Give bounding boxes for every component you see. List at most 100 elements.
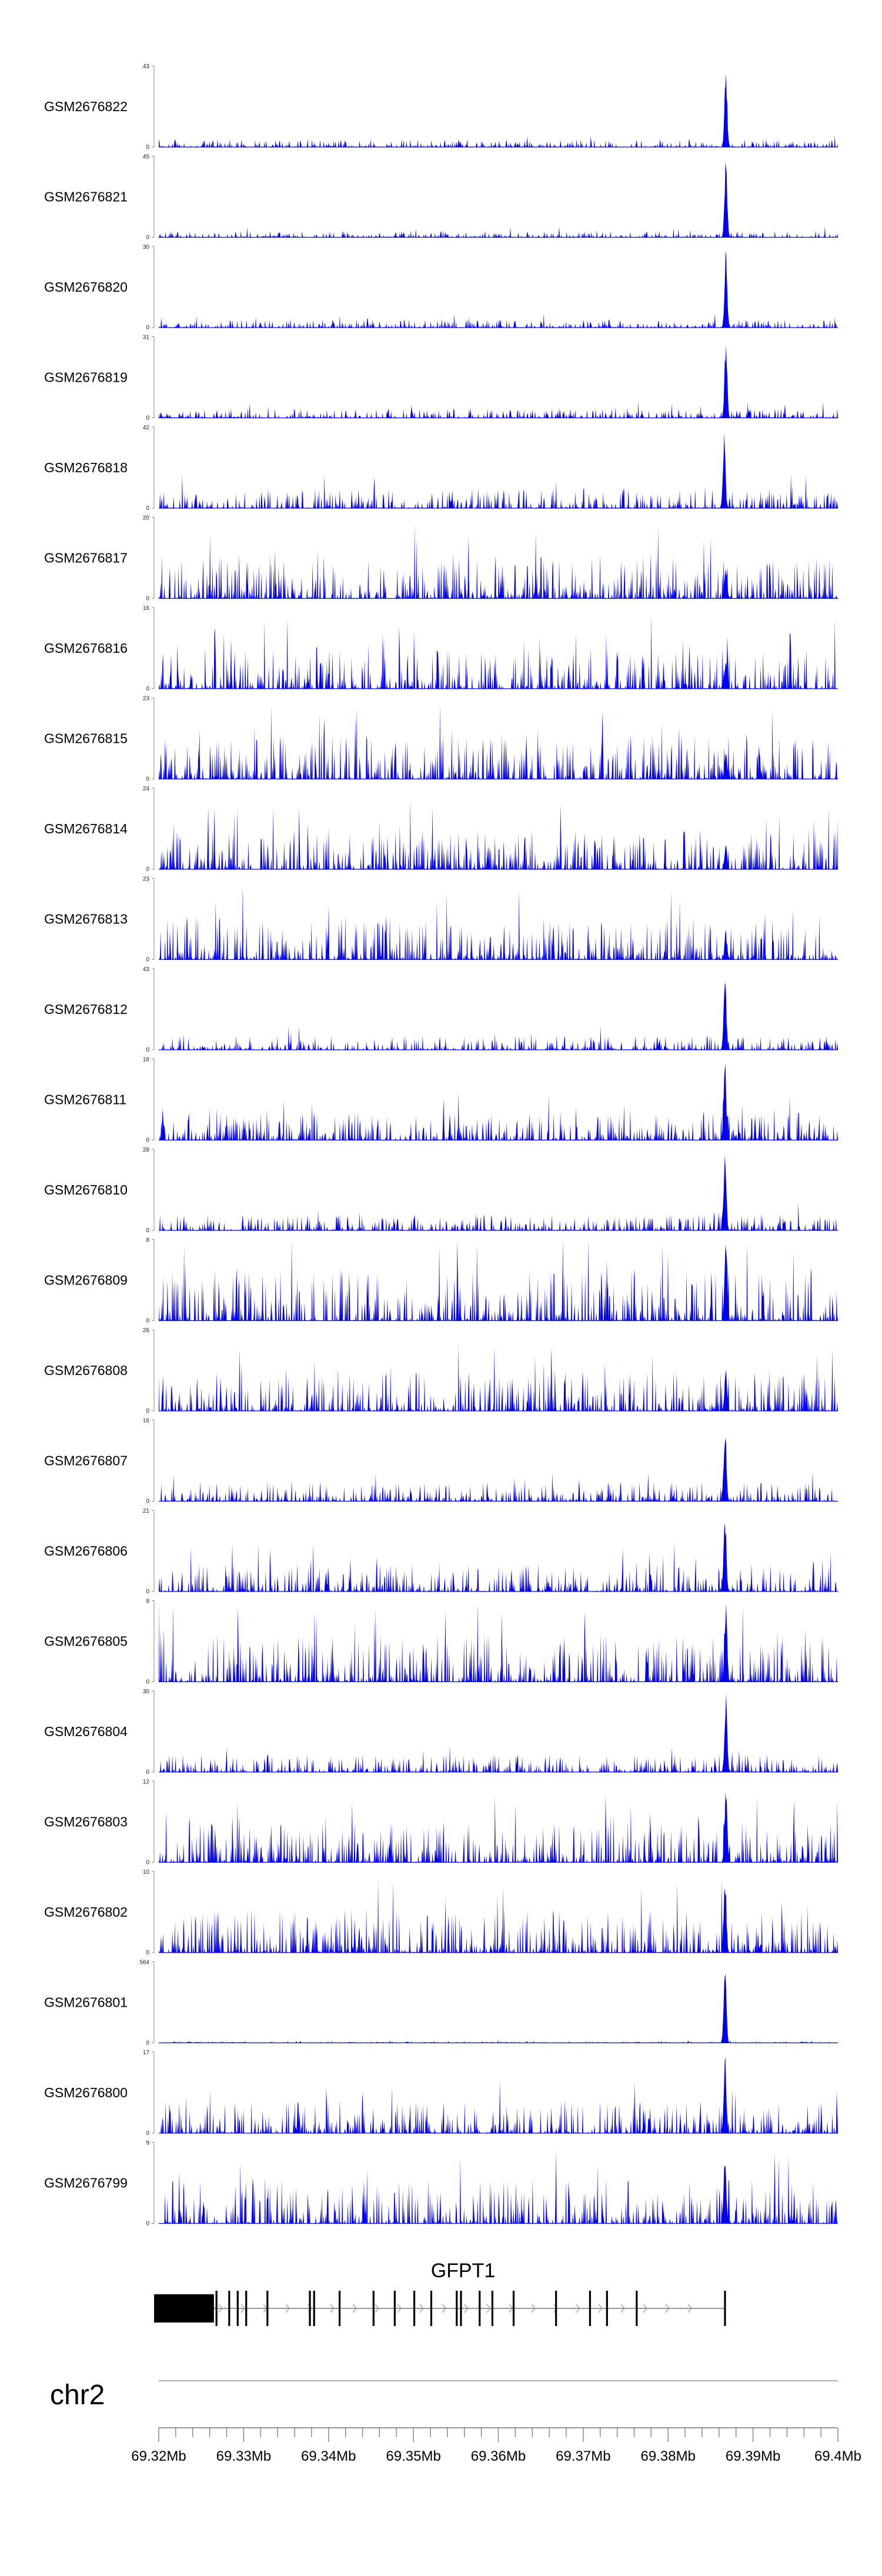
track-label: GSM2676802 [44,1904,128,1920]
track-label: GSM2676805 [44,1634,128,1649]
track-GSM2676799: GSM2676799 9 0 [44,2140,838,2227]
coverage-area [159,982,838,1050]
coverage-area [159,1693,838,1772]
track-GSM2676821: GSM2676821 45 0 [44,154,838,241]
track-GSM2676815: GSM2676815 23 0 [44,696,838,783]
gene-exon [393,2291,396,2326]
coverage-tracks: GSM2676822430GSM2676821450GSM2676820300G… [44,64,838,2227]
track-label: GSM2676803 [44,1814,128,1830]
track-GSM2676814: GSM2676814 24 0 [44,786,838,873]
tick-label: 69.34Mb [301,2448,356,2464]
track-label: GSM2676817 [44,550,128,566]
strand-chevron [643,2304,647,2313]
track-label: GSM2676812 [44,1002,128,1017]
y-min-label: 0 [146,1860,149,1866]
track-GSM2676809: GSM2676809 8 0 [44,1237,838,1324]
y-max-label: 26 [143,1327,150,1334]
track-GSM2676812: GSM2676812 43 0 [44,966,838,1053]
track-label: GSM2676822 [44,99,128,114]
gene-utr-block [154,2294,214,2323]
coverage-area [159,2150,838,2224]
track-GSM2676803: GSM2676803 12 0 [44,1779,838,1866]
y-max-label: 43 [143,64,150,70]
strand-chevron [486,2304,491,2313]
y-max-label: 12 [143,1779,150,1786]
y-min-label: 0 [146,1408,149,1414]
gene-exon [589,2291,592,2326]
track-label: GSM2676799 [44,2175,128,2191]
gene-exon [236,2291,239,2326]
gene-exon [479,2291,481,2326]
track-GSM2676813: GSM2676813 23 0 [44,876,838,963]
coverage-area [159,886,838,960]
gene-exon [636,2291,638,2326]
tick-label: 69.33Mb [216,2448,271,2464]
track-label: GSM2676818 [44,460,128,475]
track-label: GSM2676819 [44,370,128,385]
strand-chevron [665,2304,670,2313]
strand-chevron [576,2304,580,2313]
track-GSM2676810: GSM2676810 28 0 [44,1147,838,1234]
gene-exon [372,2291,375,2326]
genome-axis: chr2 69.32Mb 69.33Mb 69.34Mb 69.35Mb 69.36Mb… [50,2380,861,2464]
track-GSM2676822: GSM2676822 43 0 [44,64,838,151]
coverage-area [159,74,838,147]
y-min-label: 0 [146,866,149,873]
track-GSM2676808: GSM2676808 26 0 [44,1327,838,1414]
gene-exon [724,2291,726,2326]
track-label: GSM2676806 [44,1543,128,1559]
y-max-label: 30 [143,1689,150,1695]
tick-label: 69.39Mb [726,2448,780,2464]
strand-chevron [598,2304,603,2313]
strand-chevron [464,2304,469,2313]
strand-chevron [285,2304,290,2313]
y-max-label: 31 [143,335,150,341]
gene-exon [491,2291,493,2326]
coverage-area [159,1973,838,2043]
y-min-label: 0 [146,1679,149,1686]
track-GSM2676806: GSM2676806 21 0 [44,1508,838,1595]
strand-chevron [352,2304,357,2313]
y-max-label: 16 [143,605,150,612]
track-GSM2676807: GSM2676807 16 0 [44,1418,838,1505]
y-max-label: 16 [143,1418,150,1424]
coverage-area [159,1239,838,1321]
track-GSM2676818: GSM2676818 42 0 [44,425,838,512]
coverage-area [159,1344,838,1411]
y-min-label: 0 [146,144,149,151]
y-max-label: 23 [143,876,150,883]
y-min-label: 0 [146,1137,149,1144]
y-max-label: 21 [143,1508,150,1514]
y-min-label: 0 [146,1499,149,1505]
coverage-area [159,161,838,238]
gene-exon [309,2291,311,2326]
y-min-label: 0 [146,1318,149,1324]
y-max-label: 8 [146,1237,149,1244]
coverage-area [159,1437,838,1501]
tick-label: 69.32Mb [131,2448,186,2464]
y-max-label: 564 [139,1960,149,1966]
y-max-label: 30 [143,244,150,251]
track-GSM2676816: GSM2676816 16 0 [44,605,838,692]
track-GSM2676817: GSM2676817 20 0 [44,515,838,602]
gene-exon [245,2291,248,2326]
gene-annotation-track: GFPT1 [154,2260,726,2326]
y-min-label: 0 [146,2130,149,2137]
gene-exon [555,2291,557,2326]
coverage-area [159,2057,838,2133]
strand-chevron [553,2304,558,2313]
y-min-label: 0 [146,505,149,512]
y-min-label: 0 [146,325,149,331]
y-max-label: 16 [143,1057,150,1063]
coverage-area [159,251,838,328]
track-GSM2676819: GSM2676819 31 0 [44,335,838,422]
strand-chevron [419,2304,424,2313]
track-GSM2676820: GSM2676820 30 0 [44,244,838,331]
y-min-label: 0 [146,235,149,241]
coverage-area [159,1155,838,1230]
strand-chevron [397,2304,402,2313]
gene-exon [606,2291,608,2326]
coverage-area [159,703,838,779]
gene-exon [413,2291,416,2326]
